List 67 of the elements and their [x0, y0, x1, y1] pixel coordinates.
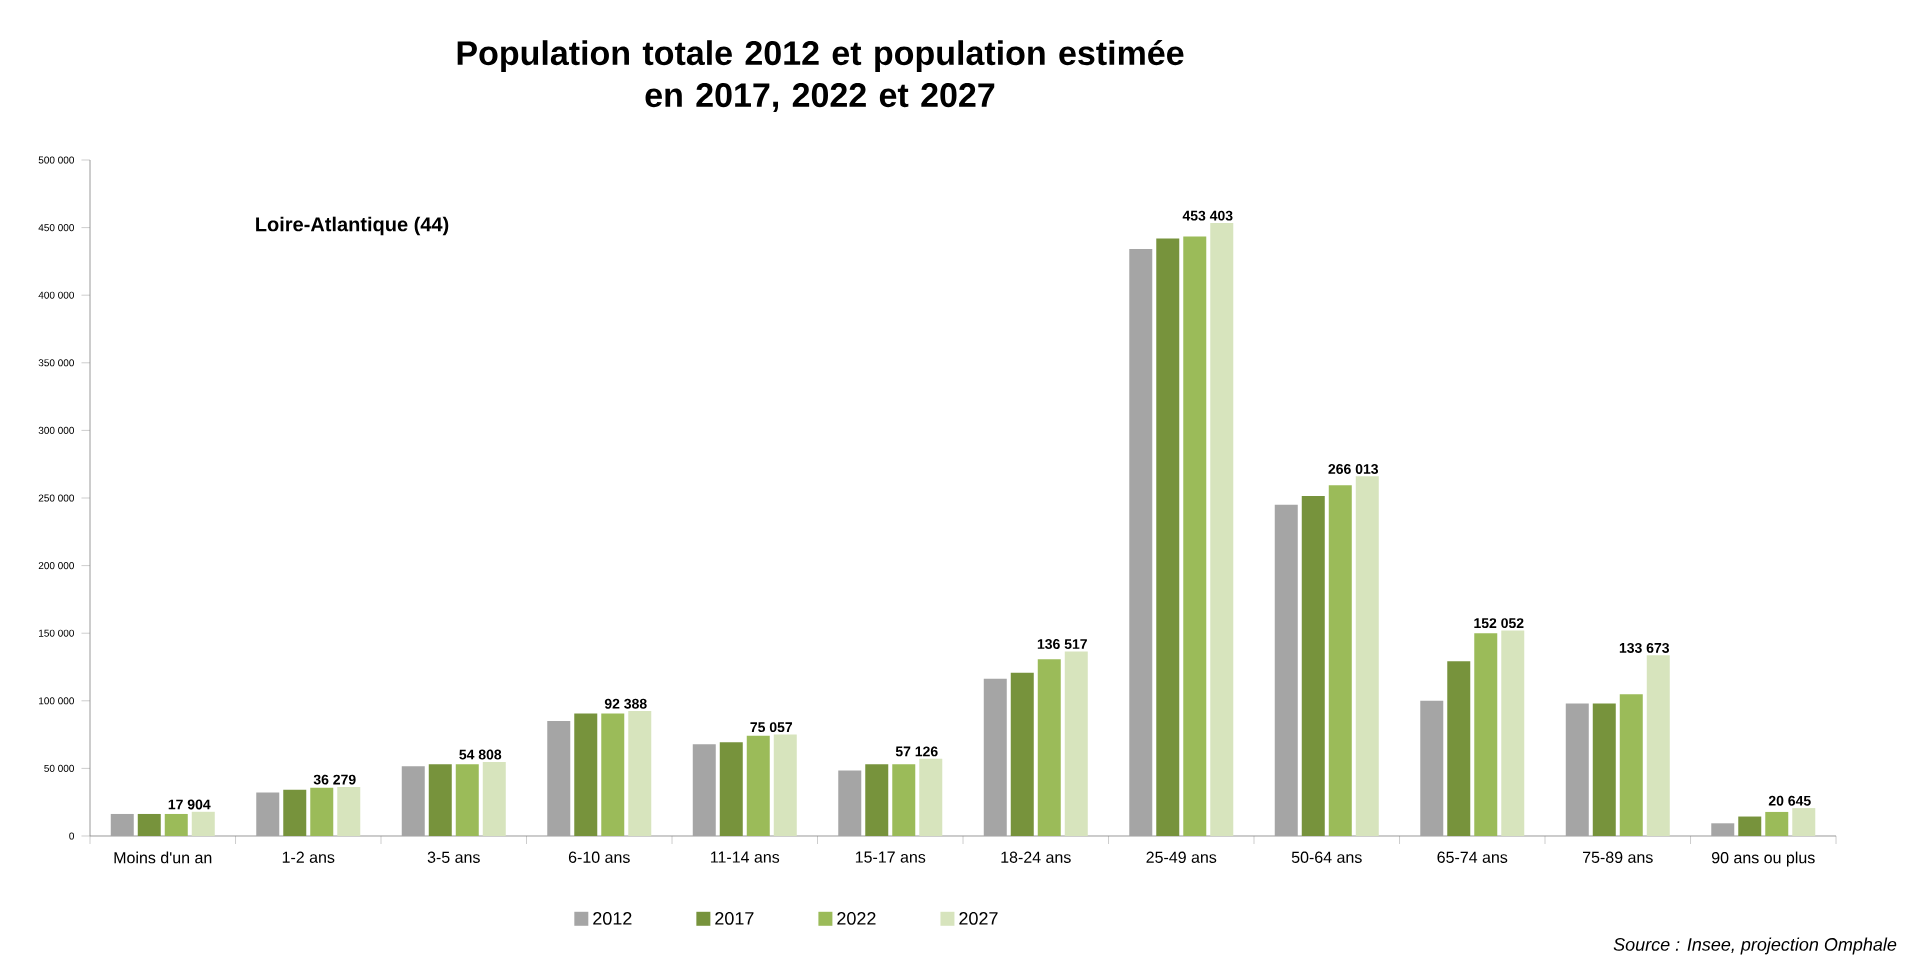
- bar: [164, 813, 188, 836]
- x-tick-label: 25-49 ans: [1146, 851, 1217, 863]
- source-note: Source : Insee, projection Omphale: [1613, 937, 1897, 955]
- bar: [601, 713, 625, 836]
- bar: [310, 787, 334, 836]
- bar: [1447, 661, 1471, 836]
- bar: [256, 792, 280, 836]
- bar: [1711, 823, 1735, 836]
- x-tick-label: 1-2 ans: [282, 851, 335, 863]
- bar: [1010, 672, 1034, 836]
- bar: [1646, 655, 1670, 836]
- bar: [401, 766, 425, 836]
- bar: [1619, 694, 1643, 836]
- legend-label: 2012: [593, 912, 632, 925]
- bar: [1274, 504, 1298, 836]
- bar: [1738, 816, 1762, 836]
- x-tick-label: 3-5 ans: [427, 851, 480, 863]
- bar: [428, 764, 452, 836]
- bar: [1420, 700, 1444, 836]
- bar: [191, 811, 215, 836]
- bar: [892, 764, 916, 836]
- x-tick-label: 50-64 ans: [1291, 851, 1362, 863]
- bar: [1355, 476, 1379, 836]
- bar: [283, 789, 307, 836]
- chart-title: Population totale 2012 et population estimée en 2017, 2022 et 2027: [457, 39, 1184, 113]
- legend-label: 2017: [715, 912, 754, 925]
- bar: [1183, 236, 1207, 836]
- bar: [746, 735, 770, 836]
- x-tick-label: 11-14 ans: [711, 851, 780, 863]
- x-tick-label: 90 ans ou plus: [1711, 851, 1815, 867]
- legend-label: 2027: [959, 912, 998, 925]
- bar: [1037, 659, 1061, 836]
- bar: [983, 678, 1007, 836]
- bar: [574, 713, 598, 836]
- bar: [1474, 633, 1498, 836]
- bar: [482, 761, 506, 836]
- x-tick-label: 65-74 ans: [1437, 851, 1508, 863]
- legend-label: 2022: [837, 912, 876, 925]
- bar: [455, 764, 479, 836]
- bar: [1792, 808, 1816, 836]
- bar: [1210, 223, 1234, 836]
- bar: [692, 744, 716, 836]
- bar: [919, 758, 943, 836]
- bar: [137, 813, 161, 836]
- bar: [838, 770, 862, 836]
- bar: [1501, 630, 1525, 836]
- bar: [1592, 703, 1616, 836]
- bar: [1565, 703, 1589, 836]
- bar: [628, 711, 652, 836]
- bar: [1064, 651, 1088, 836]
- bar: [1129, 249, 1153, 836]
- bar: [337, 786, 361, 836]
- x-tick-label: 6-10 ans: [568, 851, 630, 863]
- bar: [1328, 485, 1352, 836]
- bar: [547, 720, 571, 836]
- x-tick-label: Moins d'un an: [114, 851, 212, 864]
- x-tick-label: 15-17 ans: [855, 851, 926, 863]
- bar: [865, 764, 889, 836]
- bar: [1156, 238, 1180, 836]
- x-tick-label: 18-24 ans: [1001, 851, 1071, 863]
- annotation: Loire-Atlantique (44): [256, 216, 449, 236]
- bar: [719, 742, 743, 836]
- bar: [1765, 811, 1789, 836]
- bar: [1301, 495, 1325, 836]
- bar: [773, 734, 797, 836]
- x-tick-label: 75-89 ans: [1583, 851, 1653, 863]
- bar: [110, 813, 134, 836]
